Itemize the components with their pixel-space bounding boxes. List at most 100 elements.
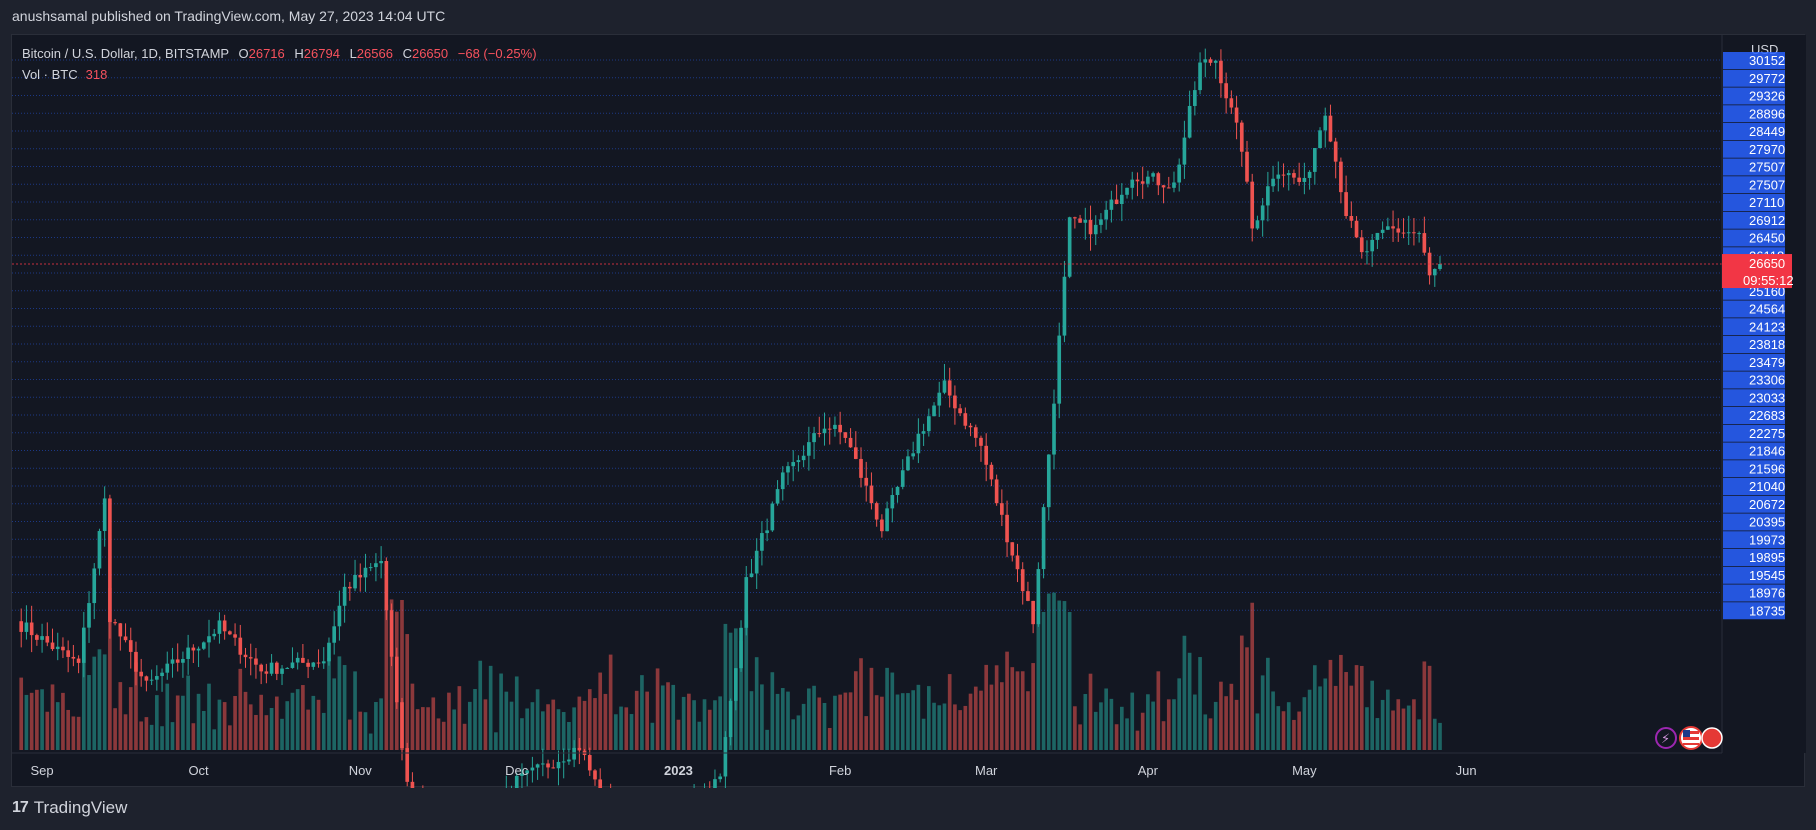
close-value: 26650 (411, 46, 449, 61)
price-scale[interactable]: USD 301522977229326288962844927970275072… (1721, 35, 1806, 753)
volume-bar (483, 699, 488, 750)
volume-bar (1396, 699, 1401, 750)
candle-body (1245, 151, 1249, 182)
volume-bar (838, 694, 842, 750)
chart-frame[interactable]: USD 30152 29772 29326 28896 28449 27970 27507 2… (11, 34, 1806, 788)
volume-bar (165, 683, 170, 750)
volume-bar (1406, 705, 1411, 750)
volume-bar (900, 693, 905, 750)
volume-bar (201, 710, 206, 750)
candle-body (1328, 115, 1333, 142)
price-label-bg (1723, 407, 1785, 424)
volume-bar (405, 634, 410, 750)
candle-body (869, 485, 874, 504)
volume-bar (1266, 657, 1270, 750)
candle-body (1125, 187, 1129, 195)
candle-body (1333, 141, 1338, 162)
candle-body (1041, 507, 1046, 570)
publisher-line: anushsamal published on TradingView.com,… (12, 8, 446, 24)
candle-body (874, 503, 879, 520)
volume-bar (61, 692, 65, 750)
price-label-bg (1723, 460, 1785, 478)
volume-bar (973, 686, 978, 750)
candle-body (207, 636, 211, 643)
candle-body (1036, 569, 1041, 625)
candle-body (358, 574, 363, 578)
close-label: C (402, 46, 412, 61)
volume-bar (139, 721, 144, 750)
volume-bar (467, 701, 472, 750)
volume-bar (1339, 654, 1343, 750)
candle-body (848, 437, 853, 448)
candle-body (134, 651, 138, 672)
candle-body (1239, 122, 1244, 152)
candle-body (170, 659, 175, 664)
volume-bar (541, 711, 545, 750)
volume-bar (441, 721, 446, 750)
price-label: 30152 (1749, 53, 1785, 68)
volume-bar (582, 700, 587, 750)
candle-body (45, 636, 50, 643)
volume-bar (749, 691, 754, 750)
volume-bar (207, 683, 211, 750)
volume-bar (108, 588, 112, 750)
price-chart[interactable]: USD 301522977229326288962844927970275072… (12, 35, 1806, 788)
lightning-icon[interactable] (1655, 727, 1677, 749)
volume-bar (885, 667, 889, 750)
volume-bar (869, 667, 874, 750)
time-label: Nov (349, 763, 373, 778)
candle-body (1323, 115, 1328, 131)
bottom-right-icons[interactable]: ⚡ (1655, 726, 1723, 750)
price-label: 23306 (1749, 373, 1785, 388)
volume-bar (1151, 701, 1155, 750)
volume-bar (1386, 689, 1390, 750)
candle-body (880, 519, 884, 532)
candle-body (916, 433, 921, 454)
volume-bar (123, 714, 128, 750)
volume-bar (327, 658, 331, 750)
price-label: 26912 (1749, 213, 1785, 228)
volume-bar (321, 712, 326, 750)
candle-body (864, 477, 869, 486)
candle-body (1391, 226, 1395, 229)
volume-bar (775, 693, 780, 750)
events-icon[interactable] (1701, 727, 1723, 749)
volume-bar (353, 671, 357, 750)
volume-bar (1109, 698, 1114, 750)
volume-bar (1119, 706, 1124, 750)
candle-body (384, 560, 389, 611)
volume-bar (1318, 686, 1322, 750)
candle-body (728, 700, 733, 738)
volume-bar (160, 726, 164, 750)
volume-bar (718, 696, 723, 750)
candle-body (1281, 174, 1286, 176)
volume-bar (687, 693, 691, 750)
volume-bar (770, 672, 775, 750)
volume-bar (1078, 724, 1082, 750)
volume-bar (29, 692, 34, 750)
current-price-badge: 26650 09:55:12 (1722, 254, 1794, 289)
candle-body (274, 662, 279, 674)
candle-body (1292, 173, 1296, 178)
candle-body (786, 466, 790, 473)
time-scale[interactable]: Sep Oct Nov Dec 2023 Feb Mar Apr May Jun (12, 752, 1722, 778)
volume-bar (598, 672, 603, 750)
candle-body (561, 761, 566, 763)
volume-bar (697, 721, 702, 750)
candle-body (108, 498, 112, 623)
price-label: 19895 (1749, 550, 1785, 565)
tradingview-brand[interactable]: 17 TradingView (12, 798, 127, 818)
price-label: 19973 (1749, 532, 1785, 547)
volume-bar (1354, 665, 1359, 750)
volume-bar (1000, 682, 1004, 750)
candle-body (1276, 174, 1281, 179)
candle-body (280, 668, 284, 674)
volume-bar (233, 696, 237, 750)
volume-bar (859, 658, 863, 750)
volume-bar (452, 709, 456, 750)
volume-bar (1093, 711, 1098, 750)
candle-body (1172, 182, 1176, 188)
volume-bar (780, 688, 785, 750)
volume-bar (619, 706, 623, 750)
price-label: 24123 (1749, 319, 1785, 334)
